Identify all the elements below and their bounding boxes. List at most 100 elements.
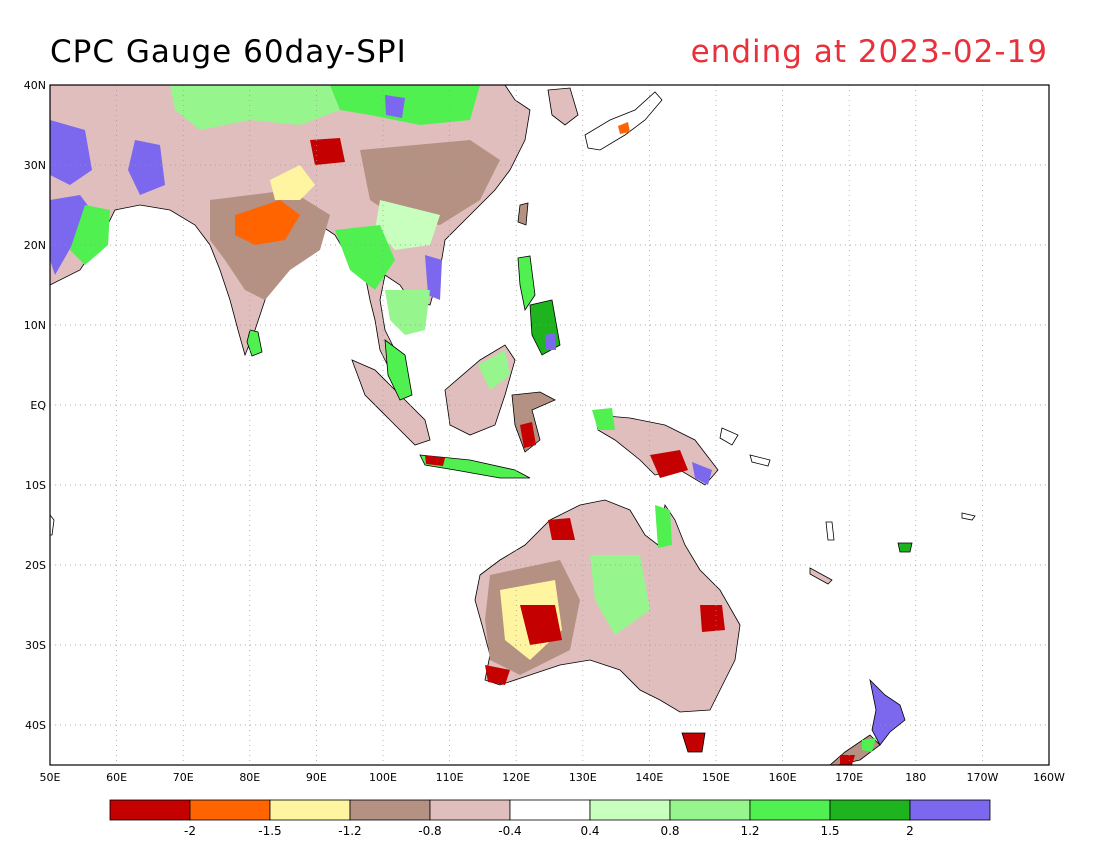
plot-frame (49, 84, 1050, 766)
nb-island (719, 427, 739, 446)
legend-swatch (109, 799, 191, 821)
sumatra (351, 359, 431, 446)
iran-wet (128, 140, 165, 195)
legend-label: 0.4 (580, 824, 599, 838)
lat-tick-label: 30S (25, 639, 46, 652)
japan-orange (618, 122, 630, 134)
lat-tick-label: 30N (24, 159, 46, 172)
lon-tick-label: 170E (835, 771, 863, 784)
mongolia-purple (385, 95, 405, 118)
legend-label: -0.4 (498, 824, 521, 838)
png-purple (692, 462, 712, 485)
sea-green (335, 225, 395, 290)
nz-south-green (862, 738, 876, 752)
lon-tick-label: 60E (106, 771, 127, 784)
legend-label: 1.2 (740, 824, 759, 838)
lon-tick-label: 170W (966, 771, 998, 784)
java (419, 454, 531, 479)
lat-tick-label: 40N (24, 79, 46, 92)
central-asia-green (170, 85, 340, 130)
china-light (375, 200, 440, 250)
lon-tick-label: 70E (173, 771, 194, 784)
nz-south-red (840, 755, 855, 765)
india-yellow (270, 165, 315, 200)
map-grid (50, 85, 1049, 765)
legend-label: -0.8 (418, 824, 441, 838)
legend-swatch (349, 799, 431, 821)
lat-tick-label: EQ (30, 399, 46, 412)
latitude-tick-labels: 40N 30N 20N 10N EQ 10S 20S 30S 40S (24, 79, 47, 732)
taiwan (517, 202, 529, 226)
aus-red-west (520, 605, 562, 645)
solomon-islands (749, 454, 771, 467)
arabia-green (70, 205, 110, 265)
legend-swatch (509, 799, 591, 821)
legend-label: -1.5 (258, 824, 281, 838)
samoa (961, 512, 976, 521)
lon-tick-label: 140E (635, 771, 663, 784)
lat-tick-label: 10S (25, 479, 46, 492)
aus-green-central (590, 555, 650, 635)
legend-label: -1.2 (338, 824, 361, 838)
mongolia-green (330, 85, 480, 125)
legend-label: 2 (906, 824, 914, 838)
fiji (897, 542, 913, 553)
legend-swatch (189, 799, 271, 821)
plot-area: 50E 60E 70E 80E 90E 100E 110E 120E 130E 140E 150E 1… (24, 79, 1065, 784)
lon-tick-label: 110E (436, 771, 464, 784)
malay-green (384, 339, 413, 401)
legend-swatch (669, 799, 751, 821)
vanuatu (825, 521, 835, 541)
new-caledonia (809, 567, 833, 585)
legend-swatch (589, 799, 671, 821)
lon-tick-label: 130E (569, 771, 597, 784)
land-fields (49, 84, 976, 766)
japan-land (584, 91, 663, 151)
tibet-red (310, 138, 345, 165)
lon-tick-label: 80E (239, 771, 260, 784)
lat-tick-label: 20S (25, 559, 46, 572)
tasmania (681, 732, 706, 753)
aus-green-east (655, 505, 672, 548)
legend-label: -2 (184, 824, 196, 838)
color-legend: -2 -1.5 -1.2 -0.8 -0.4 0.4 0.8 1.2 1.5 2 (109, 799, 991, 838)
aus-red-sw (485, 665, 510, 685)
lon-tick-label: 160E (769, 771, 797, 784)
sulawesi-red (520, 422, 536, 448)
lat-tick-label: 40S (25, 719, 46, 732)
lon-tick-label: 50E (40, 771, 61, 784)
lon-tick-label: 160W (1033, 771, 1065, 784)
lon-tick-label: 120E (502, 771, 530, 784)
new-guinea (594, 414, 719, 486)
aus-red-east (700, 605, 725, 632)
lon-tick-label: 100E (369, 771, 397, 784)
longitude-tick-labels: 50E 60E 70E 80E 90E 100E 110E 120E 130E 140E 150E 1… (40, 771, 1066, 784)
india-orange (235, 200, 300, 245)
png-red (650, 450, 688, 478)
indochina-green (385, 290, 430, 335)
lat-tick-label: 10N (24, 319, 46, 332)
legend-swatch (749, 799, 831, 821)
map-title: CPC Gauge 60day-SPI (50, 34, 407, 70)
legend-swatch (269, 799, 351, 821)
philippines-north (517, 255, 536, 312)
lon-tick-label: 90E (306, 771, 327, 784)
legend-swatch (829, 799, 911, 821)
arabia-wet (50, 120, 92, 185)
legend-label: 0.8 (660, 824, 679, 838)
legend-swatch (909, 799, 991, 821)
legend-swatch (429, 799, 511, 821)
java-red (425, 455, 445, 466)
legend-label: 1.5 (820, 824, 839, 838)
lon-tick-label: 180 (905, 771, 926, 784)
lat-tick-label: 20N (24, 239, 46, 252)
sri-lanka (246, 329, 263, 357)
philippines-purple (545, 333, 556, 350)
nz-north (869, 678, 906, 746)
borneo-green (478, 350, 510, 390)
aus-red-north (548, 518, 575, 540)
korea-land (547, 87, 579, 126)
lon-tick-label: 150E (702, 771, 730, 784)
indochina-purple (425, 255, 442, 300)
